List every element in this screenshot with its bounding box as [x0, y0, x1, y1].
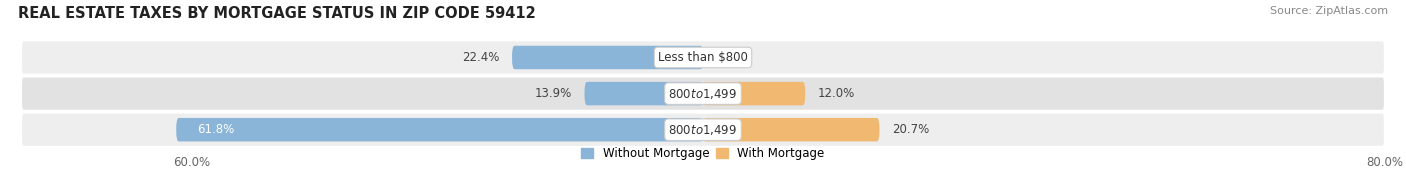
Text: 20.7%: 20.7% — [893, 123, 929, 136]
FancyBboxPatch shape — [21, 113, 1385, 147]
Text: 0.0%: 0.0% — [716, 51, 745, 64]
Text: 13.9%: 13.9% — [534, 87, 572, 100]
FancyBboxPatch shape — [176, 118, 703, 141]
Text: $800 to $1,499: $800 to $1,499 — [668, 87, 738, 101]
Text: Source: ZipAtlas.com: Source: ZipAtlas.com — [1270, 6, 1388, 16]
Text: 61.8%: 61.8% — [197, 123, 235, 136]
Text: $800 to $1,499: $800 to $1,499 — [668, 123, 738, 137]
Text: REAL ESTATE TAXES BY MORTGAGE STATUS IN ZIP CODE 59412: REAL ESTATE TAXES BY MORTGAGE STATUS IN … — [18, 6, 536, 21]
Text: 12.0%: 12.0% — [818, 87, 855, 100]
Text: 22.4%: 22.4% — [463, 51, 499, 64]
FancyBboxPatch shape — [703, 118, 879, 141]
FancyBboxPatch shape — [512, 46, 703, 69]
FancyBboxPatch shape — [21, 40, 1385, 75]
FancyBboxPatch shape — [21, 76, 1385, 111]
Legend: Without Mortgage, With Mortgage: Without Mortgage, With Mortgage — [581, 147, 825, 160]
FancyBboxPatch shape — [585, 82, 703, 105]
FancyBboxPatch shape — [703, 82, 806, 105]
Text: Less than $800: Less than $800 — [658, 51, 748, 64]
